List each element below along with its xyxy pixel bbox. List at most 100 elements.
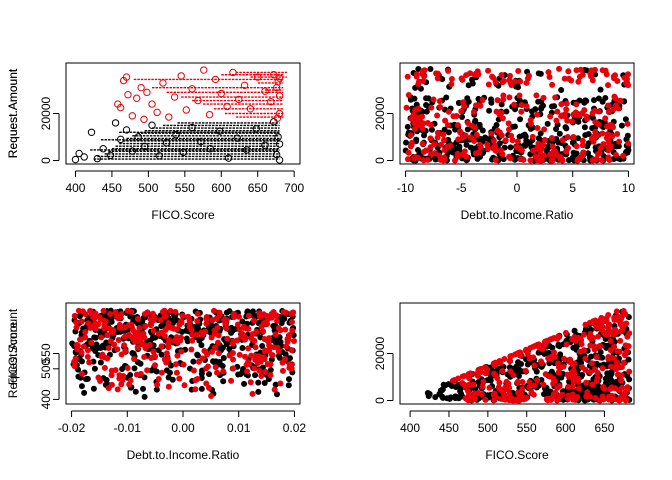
data-point [112, 367, 119, 374]
data-point [98, 334, 105, 341]
data-point [441, 126, 448, 133]
data-point [540, 94, 547, 101]
data-point [515, 67, 522, 74]
data-point [547, 151, 554, 158]
x-tick-label: 650 [594, 421, 614, 435]
data-point [134, 315, 141, 322]
data-point [618, 122, 625, 129]
data-point [471, 137, 478, 144]
data-point [140, 385, 147, 392]
data-point [186, 315, 193, 322]
data-point [272, 331, 279, 338]
data-point [576, 97, 583, 104]
data-point [498, 72, 505, 79]
data-point [111, 119, 120, 127]
data-point [547, 354, 554, 361]
data-point [420, 157, 427, 164]
data-point [137, 83, 145, 92]
data-point [517, 116, 524, 123]
data-point [72, 355, 79, 362]
data-point [141, 393, 148, 400]
data-point [174, 352, 181, 359]
data-point [90, 385, 97, 392]
data-point [506, 153, 513, 160]
data-point [616, 387, 623, 394]
data-point [150, 327, 157, 334]
data-point [256, 353, 263, 360]
data-point [178, 319, 185, 326]
data-point [590, 318, 597, 325]
data-point [518, 360, 525, 367]
data-point [607, 347, 614, 354]
data-point [507, 72, 514, 79]
data-point [128, 308, 135, 315]
y-tick-label: 550 [39, 343, 53, 363]
data-point [434, 129, 441, 136]
data-point [603, 123, 610, 130]
data-point [624, 71, 631, 78]
data-point [506, 94, 513, 101]
data-point [212, 364, 219, 371]
data-point [118, 381, 125, 388]
plot-area [69, 307, 297, 400]
data-point [442, 117, 449, 124]
data-point [577, 354, 584, 361]
data-point [105, 345, 112, 352]
data-point [266, 335, 273, 342]
data-point [571, 327, 578, 334]
data-point [527, 157, 534, 164]
data-point [581, 124, 588, 131]
data-point [203, 365, 210, 372]
data-point [146, 342, 153, 349]
data-point [179, 312, 186, 319]
data-point [408, 142, 415, 149]
data-point [505, 120, 512, 127]
data-point [559, 157, 566, 164]
data-point [214, 369, 221, 376]
data-point [591, 346, 598, 353]
data-point [617, 97, 624, 104]
data-point [128, 321, 135, 328]
data-point [101, 322, 108, 329]
data-point [216, 309, 223, 316]
data-point [445, 108, 452, 115]
data-point [599, 365, 606, 372]
data-point [597, 145, 604, 152]
data-point [423, 147, 430, 154]
data-point [220, 354, 227, 361]
data-point [456, 128, 463, 135]
data-point [602, 67, 609, 74]
data-point [163, 350, 170, 357]
data-point [534, 157, 541, 164]
data-point [575, 78, 582, 85]
data-point [479, 97, 486, 104]
data-point [452, 393, 459, 400]
y-axis-title: Request.Amount [6, 68, 20, 158]
data-point [71, 155, 80, 164]
data-point [84, 353, 91, 360]
data-point [581, 99, 588, 106]
data-point [147, 316, 154, 323]
data-point [170, 325, 177, 332]
data-point [516, 366, 523, 373]
data-point [454, 122, 461, 129]
data-point [209, 348, 216, 355]
data-point [108, 381, 115, 388]
data-point [544, 350, 551, 357]
panel-1: 400 450 500 550 600 650 700 0 20000 FICO.Score Req… [6, 62, 305, 222]
data-point [473, 132, 480, 139]
y-axis-title: Request.Amount [6, 308, 20, 398]
data-point [542, 341, 549, 348]
data-point [553, 126, 560, 133]
data-point [261, 319, 268, 326]
data-point [508, 132, 515, 139]
data-point [579, 137, 586, 144]
data-point [445, 67, 452, 74]
data-point [165, 320, 172, 327]
data-point [82, 329, 89, 336]
data-point [548, 103, 555, 110]
x-tick-label: 0.00 [171, 421, 195, 435]
data-point [503, 108, 510, 115]
data-point [236, 351, 243, 358]
data-point [612, 72, 619, 79]
